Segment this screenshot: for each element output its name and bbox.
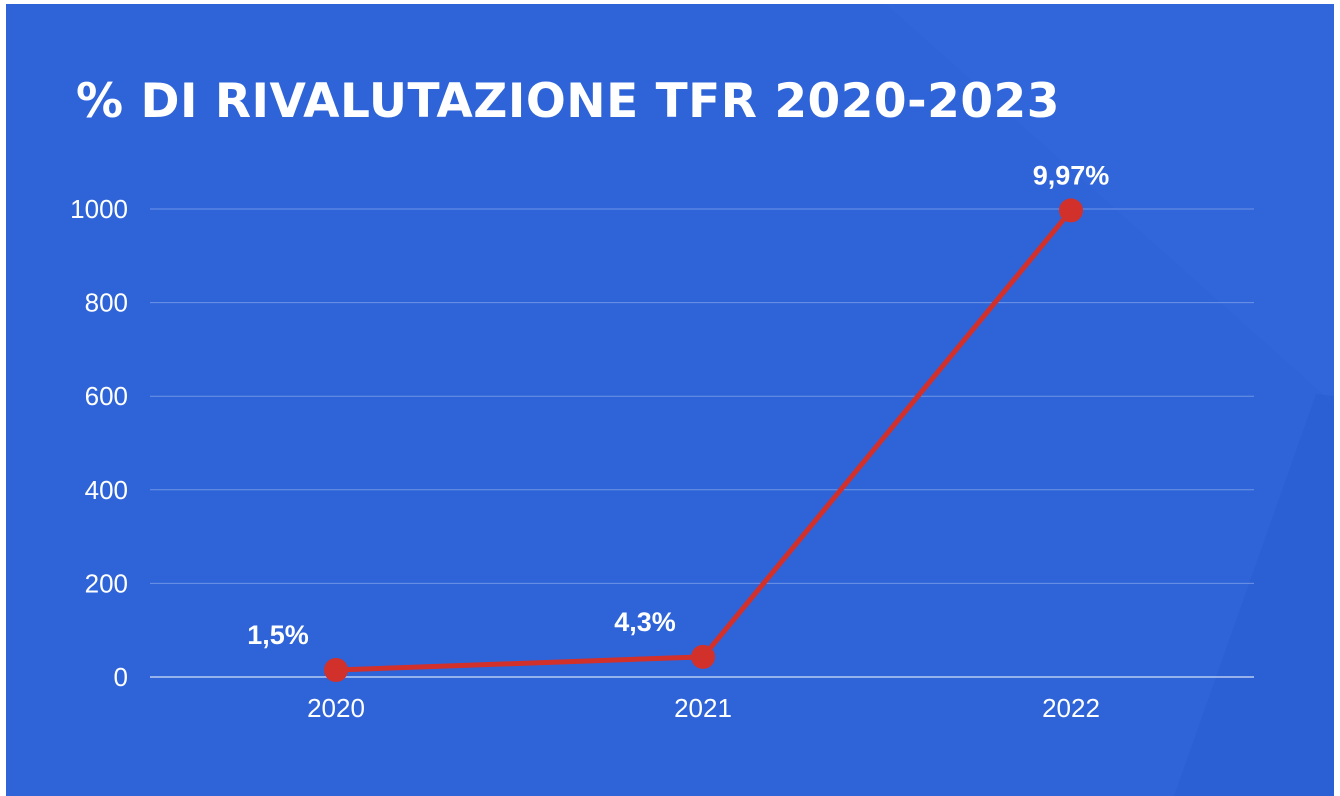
y-tick-label: 600 (85, 381, 128, 411)
x-tick-label: 2021 (674, 693, 732, 723)
x-tick-label: 2020 (307, 693, 365, 723)
y-tick-label: 800 (85, 288, 128, 318)
y-tick-label: 1000 (70, 194, 128, 224)
data-point (691, 644, 715, 669)
y-tick-label: 0 (114, 662, 128, 692)
data-label: 4,3% (614, 607, 676, 637)
series-line-group (333, 207, 1074, 673)
line-chart: 0 200 400 600 800 1000 2020 2021 2022 1,5% 4,3% 9… (70, 160, 1254, 723)
x-tick-label: 2022 (1042, 693, 1100, 723)
y-axis-ticks: 0 200 400 600 800 1000 (70, 194, 128, 692)
series-line (333, 207, 1074, 673)
y-tick-label: 400 (85, 475, 128, 505)
y-tick-label: 200 (85, 568, 128, 598)
chart-title: % DI RIVALUTAZIONE TFR 2020-2023 (76, 74, 1060, 129)
data-label: 9,97% (1033, 160, 1110, 190)
data-point (1059, 198, 1083, 223)
grid-lines (150, 208, 1254, 678)
data-point (324, 657, 348, 682)
x-axis-ticks: 2020 2021 2022 (307, 693, 1100, 723)
chart-card: % DI RIVALUTAZIONE TFR 2020-2023 0 200 400… (6, 4, 1334, 796)
series-markers (324, 198, 1083, 682)
data-label: 1,5% (247, 620, 309, 650)
data-labels: 1,5% 4,3% 9,97% (247, 160, 1109, 650)
background-decoration (886, 4, 1334, 796)
